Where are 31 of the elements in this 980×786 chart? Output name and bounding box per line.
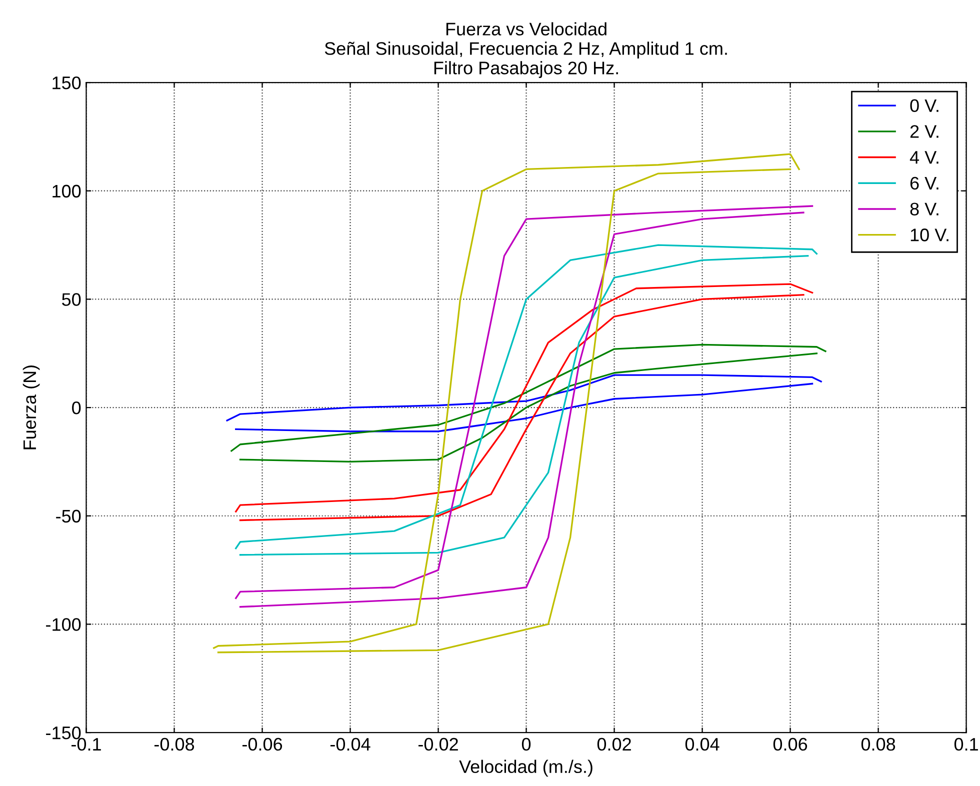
x-tick-label: -0.08	[154, 738, 194, 751]
legend-label: 4 V.	[910, 151, 938, 164]
x-tick-label: 0.08	[861, 738, 896, 751]
x-tick-label: 0.1	[954, 738, 978, 751]
y-tick-label: -150	[46, 726, 81, 740]
chart-title: Fuerza vs Velocidad Señal Sinusoidal, Frecuencia 2 Hz, Amplitud 1 cm. Filtro Pasabajos 20 Hz.	[324, 22, 727, 78]
y-tick-label: -50	[56, 510, 81, 523]
line-series	[239, 352, 818, 463]
y-tick-label: -100	[46, 618, 81, 631]
line-series	[226, 374, 822, 422]
line-series	[235, 382, 814, 432]
x-tick-label: -0.1	[71, 738, 101, 751]
legend-label: 8 V.	[910, 202, 938, 216]
legend-label: 10 V.	[910, 228, 948, 242]
legend-label: 0 V.	[910, 99, 938, 112]
x-tick-label: 0.02	[597, 738, 631, 751]
x-tick-label: -0.02	[418, 738, 458, 751]
y-tick-label: 100	[52, 184, 81, 198]
x-tick-label: 0.06	[773, 738, 808, 751]
y-tick-label: 150	[52, 76, 81, 90]
y-tick-label: 0	[72, 401, 81, 414]
x-tick-label: 0	[522, 738, 531, 751]
x-tick-label: -0.06	[242, 738, 282, 751]
y-tick-label: 50	[62, 293, 81, 306]
legend-label: 2 V.	[910, 125, 938, 138]
x-tick-label: 0.04	[685, 738, 720, 751]
y-axis-title: Fuerza (N)	[22, 366, 40, 450]
line-series	[230, 344, 826, 452]
x-axis-title: Velocidad (m./s.)	[459, 760, 592, 777]
legend-label: 6 V.	[910, 176, 938, 190]
x-tick-label: -0.04	[330, 738, 370, 751]
